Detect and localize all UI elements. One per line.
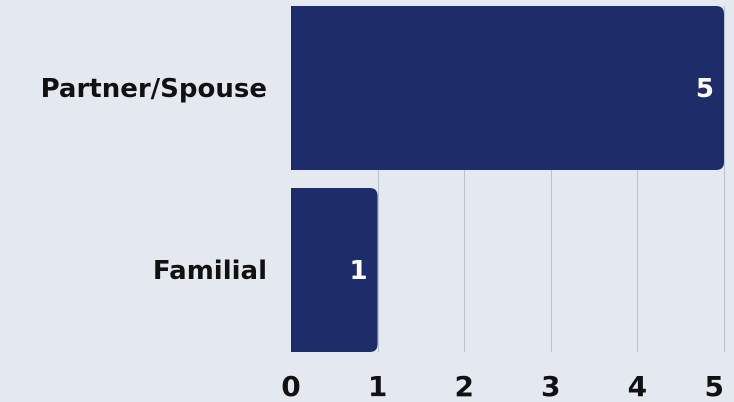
x-tick-label: 1 — [368, 370, 387, 402]
category-label: Partner/Spouse — [41, 74, 267, 104]
category-label: Familial — [153, 256, 267, 286]
x-tick-label: 3 — [541, 370, 560, 402]
category-labels: Partner/Spouse Familial — [41, 74, 267, 286]
bar-partner-spouse — [291, 6, 724, 170]
x-tick-label: 5 — [705, 370, 724, 402]
value-label: 1 — [350, 256, 368, 286]
bar-familial — [291, 188, 378, 352]
x-tick-labels: 0 1 2 3 4 5 — [281, 370, 724, 402]
x-tick-label: 2 — [454, 370, 473, 402]
value-label: 5 — [696, 74, 714, 104]
bars: 51 — [291, 6, 724, 352]
x-tick-label: 4 — [628, 370, 647, 402]
x-tick-label: 0 — [281, 370, 300, 402]
